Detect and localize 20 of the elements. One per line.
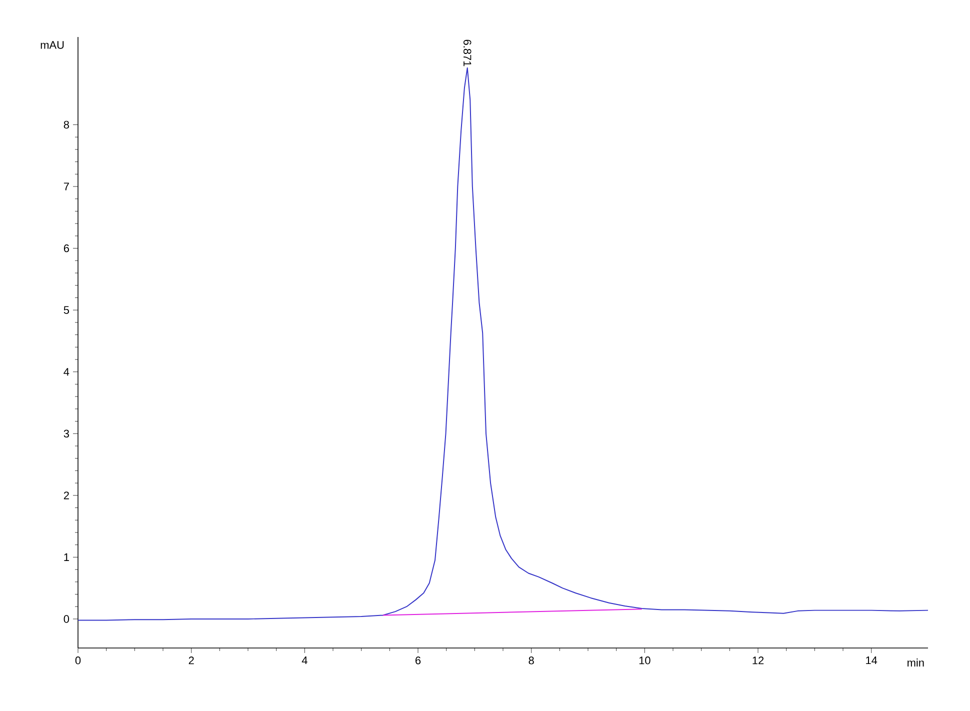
x-tick-label: 10 [639, 656, 650, 664]
x-tick-label: 2 [188, 656, 194, 664]
x-tick-label: 6 [416, 656, 421, 664]
y-tick-label: 5 [64, 306, 70, 314]
y-axis-title: mAU [40, 41, 64, 49]
x-tick-label: 4 [302, 656, 308, 664]
y-tick-label: 8 [64, 120, 69, 129]
annotation: 6.871 [463, 40, 472, 66]
y-tick-label: 0 [64, 615, 70, 623]
x-tick-label: 14 [866, 656, 878, 664]
y-tick-label: 6 [64, 244, 69, 252]
y-tick-label: 4 [64, 368, 70, 376]
y-tick-label: 3 [64, 430, 69, 438]
y-tick-label: 7 [64, 182, 69, 190]
y-tick-label: 1 [64, 553, 69, 561]
x-tick-label: 12 [752, 656, 764, 664]
x-tick-label: 0 [75, 656, 81, 664]
y-tick-label: 2 [64, 492, 69, 500]
x-axis-title: min [908, 658, 924, 666]
x-tick-label: 8 [528, 656, 534, 664]
